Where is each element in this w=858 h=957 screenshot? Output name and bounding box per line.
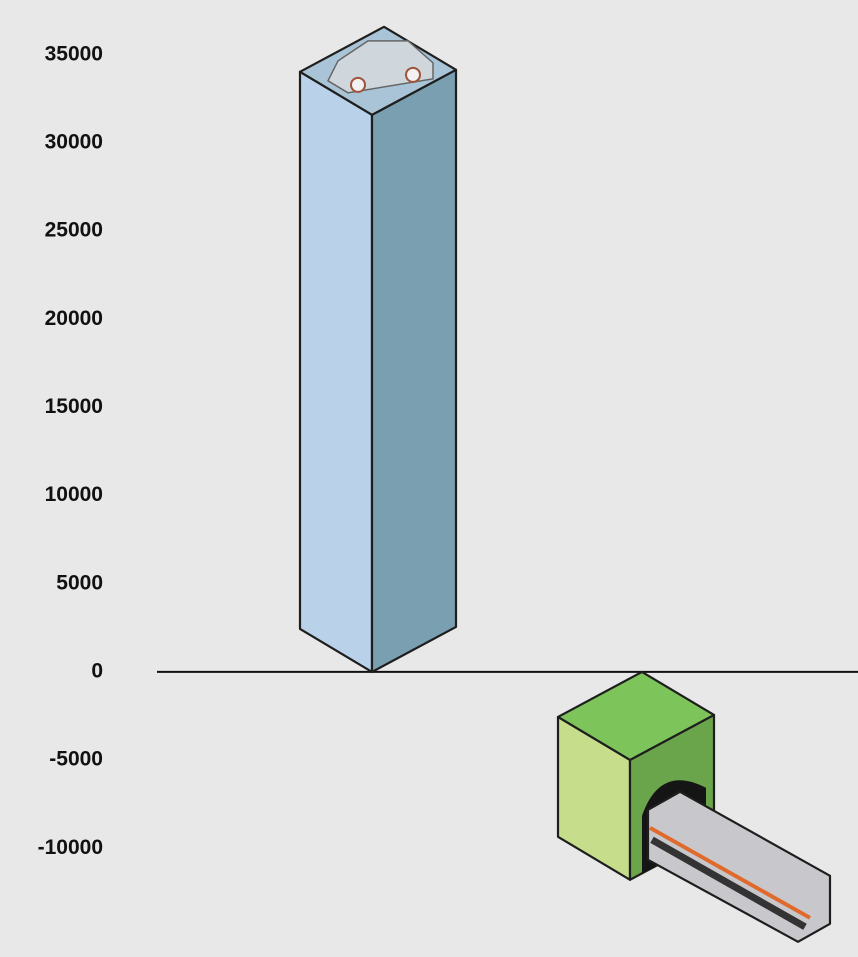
y-tick-label: 10000 [45, 483, 103, 506]
bar-top-face [556, 670, 716, 762]
y-tick-label: -10000 [38, 836, 103, 859]
car-wheel [350, 76, 366, 93]
y-tick-label: 30000 [45, 131, 103, 154]
y-tick-label: 25000 [45, 219, 103, 242]
y-tick-label: 35000 [45, 42, 103, 65]
bar-right-face [370, 68, 458, 674]
y-tick-label: 5000 [56, 571, 103, 594]
y-tick-label: -5000 [49, 748, 103, 771]
y-tick-label: 15000 [45, 395, 103, 418]
train-stripe [649, 826, 811, 920]
car-wheel [405, 66, 421, 83]
y-tick-label: 0 [91, 659, 103, 682]
train-windows [650, 836, 807, 930]
y-tick-label: 20000 [45, 307, 103, 330]
bar-left-face [298, 70, 374, 674]
